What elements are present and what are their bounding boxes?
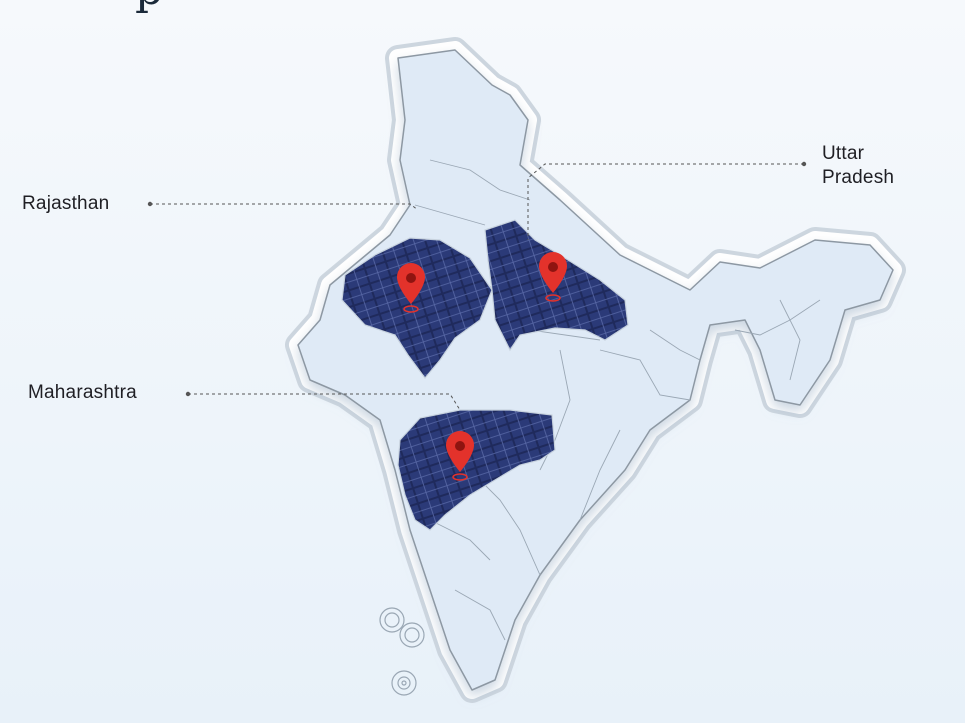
leader-lines [150,163,804,411]
label-uttar-pradesh-line-2: Pradesh [822,167,895,188]
leader-line-rajasthan [150,203,419,211]
label-rajasthan: Rajasthan [22,193,110,214]
label-uttar-pradesh: Uttar Pradesh [822,142,894,190]
pin-uttar-pradesh-icon[interactable] [539,252,567,302]
leader-line-uttar-pradesh [527,163,804,240]
label-uttar-pradesh-line-1: Uttar [822,143,865,164]
pin-rajasthan-icon[interactable] [397,263,425,313]
state-maharashtra[interactable] [397,409,556,531]
lakshadweep-islands [379,607,425,696]
label-maharashtra: Maharashtra [28,382,137,403]
leader-dots [147,161,807,397]
india-outline [285,37,906,703]
page-title: p [135,0,163,15]
pin-maharashtra-icon[interactable] [446,431,474,481]
